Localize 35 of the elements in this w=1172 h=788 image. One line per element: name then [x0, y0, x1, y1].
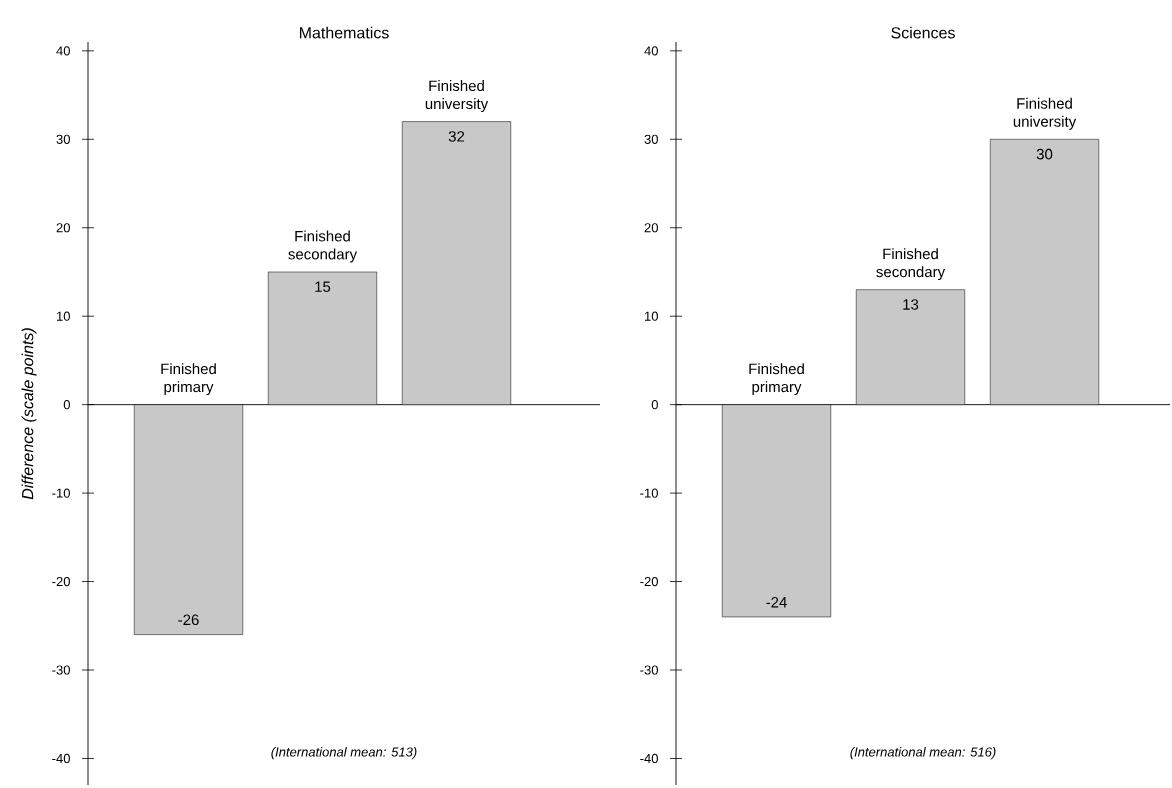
- x-tick-label: Finished primary: [161, 363, 216, 396]
- y-tick-label: -30: [52, 665, 70, 675]
- y-tick-label: -20: [52, 576, 70, 587]
- y-tick-label: -20: [640, 576, 658, 587]
- chart-title: Sciences: [891, 26, 955, 39]
- y-tick-label: -40: [640, 753, 658, 764]
- y-tick-label: 30: [644, 134, 658, 144]
- y-tick-label: 10: [645, 311, 658, 321]
- y-axis-title: Difference (scale points): [21, 328, 37, 500]
- annotation: (International mean: 513): [271, 747, 417, 760]
- x-tick-label: Finished secondary: [876, 248, 946, 281]
- data-label: -26: [178, 614, 199, 626]
- y-tick-label: 40: [56, 46, 70, 56]
- x-tick-label: Finished university: [425, 80, 489, 113]
- y-tick-label: 20: [56, 223, 70, 233]
- data-label: 13: [903, 299, 919, 310]
- y-tick-label: -30: [640, 665, 658, 675]
- data-label: 32: [448, 131, 465, 142]
- y-tick-label: 0: [63, 400, 70, 410]
- data-label: 30: [1036, 148, 1053, 160]
- x-tick-label: Finished secondary: [288, 230, 358, 263]
- y-tick-label: 0: [651, 400, 658, 410]
- y-tick-label: 30: [56, 134, 70, 144]
- y-tick-label: -10: [52, 488, 70, 498]
- x-tick-label: Finished primary: [749, 363, 804, 396]
- y-tick-label: 10: [57, 311, 70, 321]
- y-tick-label: 20: [644, 223, 658, 233]
- y-tick-label: 40: [644, 46, 658, 56]
- y-tick-label: -40: [52, 753, 70, 764]
- y-tick-label: -10: [640, 488, 658, 498]
- data-label: -24: [766, 596, 787, 608]
- annotation: (International mean: 516): [850, 747, 996, 760]
- x-tick-label: Finished university: [1013, 97, 1077, 130]
- data-label: 15: [315, 281, 331, 292]
- chart-title: Mathematics: [299, 26, 389, 39]
